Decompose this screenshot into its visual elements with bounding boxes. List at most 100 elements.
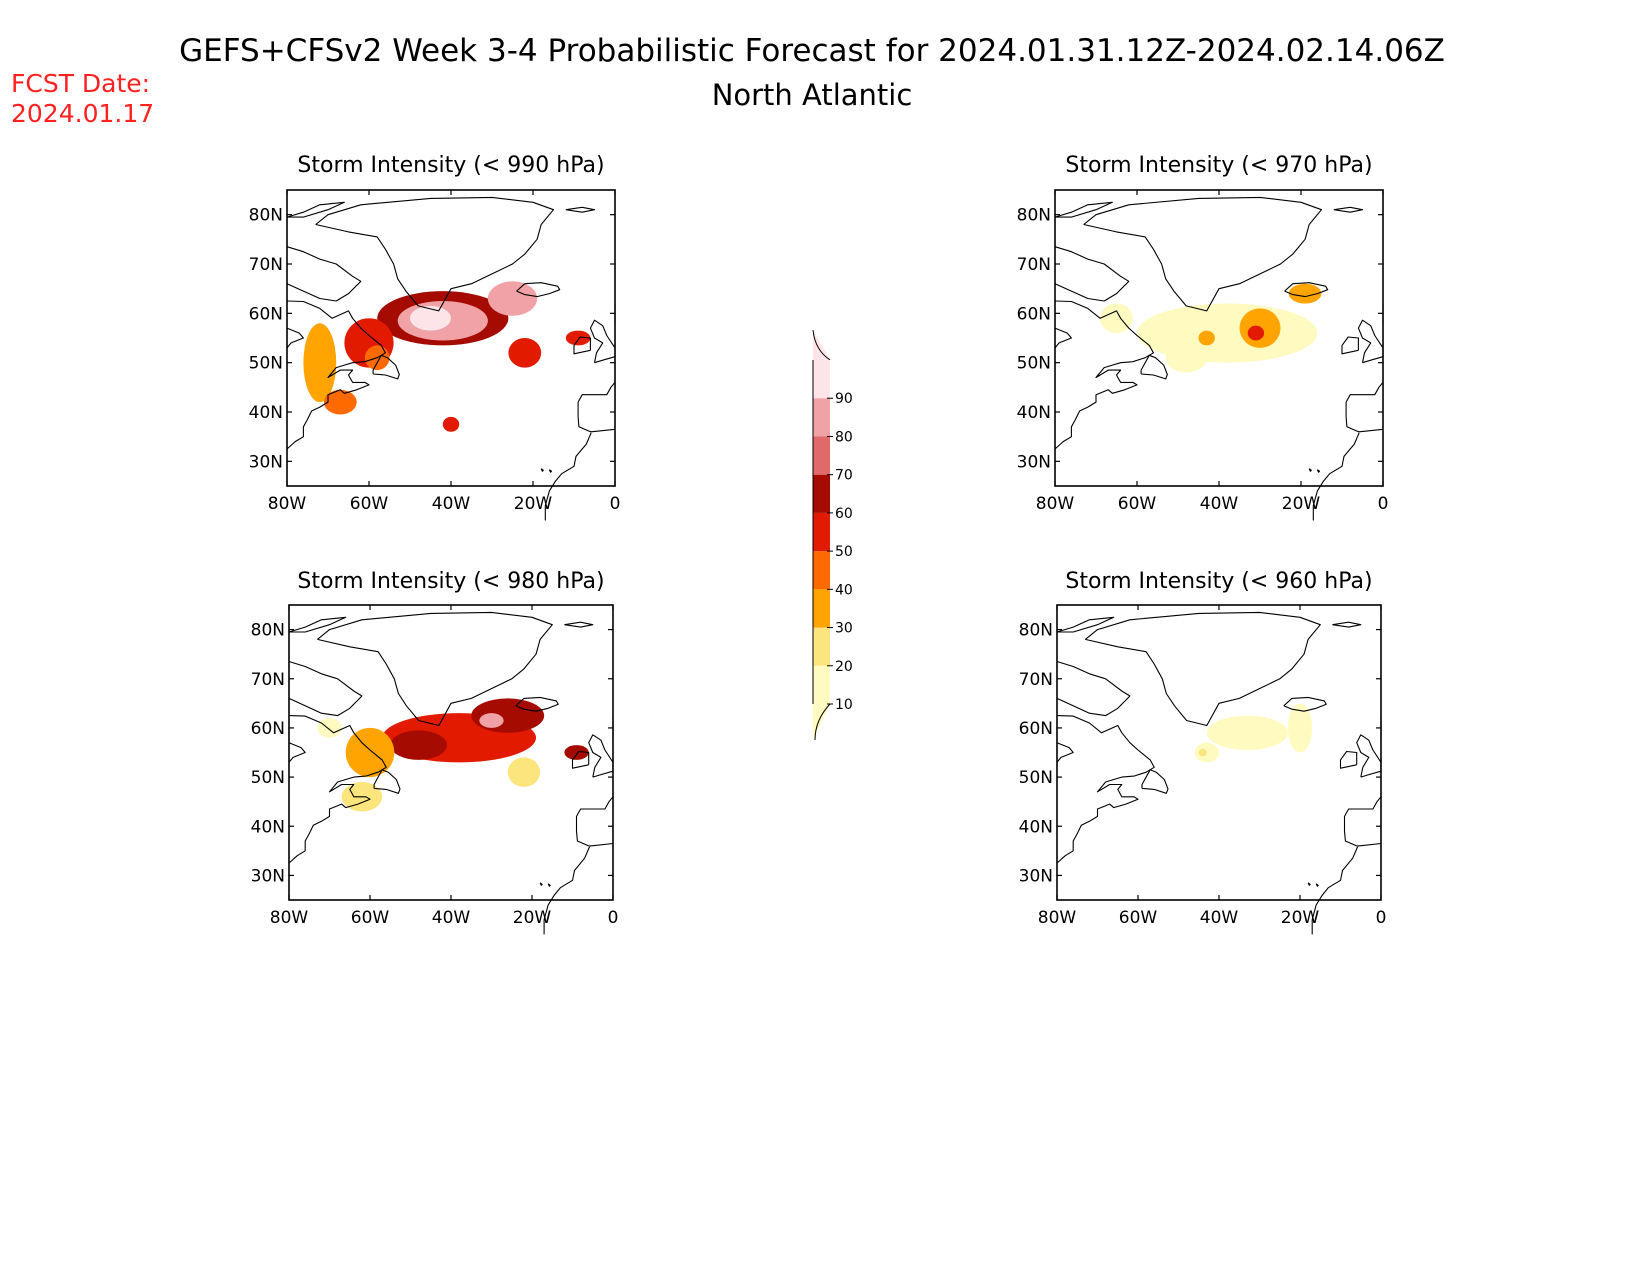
probability-region: [390, 730, 447, 760]
probability-region: [323, 389, 357, 415]
lat-tick-label: 80N: [249, 206, 283, 226]
lat-tick-label: 50N: [1017, 354, 1051, 374]
colorbar-level-label: 10: [835, 697, 853, 713]
lon-tick-label: 60W: [1118, 494, 1157, 514]
colorbar-level-label: 40: [835, 582, 853, 598]
colorbar-level-label: 80: [835, 429, 853, 445]
panel-title: Storm Intensity (< 980 hPa): [297, 569, 604, 594]
probability-region: [1198, 748, 1207, 757]
lon-tick-label: 60W: [350, 494, 389, 514]
lon-tick-label: 0: [608, 908, 619, 928]
colorbar-swatch: [813, 589, 830, 628]
probability-region: [1288, 283, 1322, 304]
colorbar-swatch: [813, 436, 830, 475]
colorbar-level-label: 50: [835, 544, 853, 560]
probability-region: [410, 305, 451, 331]
map-axes: 80N 70N 60N 50N 40N 30N 80W 60W 40W 20W 0: [1019, 605, 1387, 928]
panel-title: Storm Intensity (< 970 hPa): [1065, 153, 1372, 178]
coastline: [286, 196, 616, 521]
probability-region: [442, 416, 460, 432]
lat-tick-label: 60N: [1017, 304, 1051, 324]
probability-region: [479, 713, 504, 728]
probability-field: [1194, 703, 1313, 763]
probability-region: [303, 323, 337, 403]
lon-tick-label: 0: [610, 494, 621, 514]
panel-990hpa: Storm Intensity (< 990 hPa) 80N 70N 60N 50N…: [249, 153, 621, 521]
figure-subtitle: North Atlantic: [712, 78, 913, 112]
probability-region: [1198, 330, 1215, 346]
colorbar-swatch: [813, 551, 830, 590]
colorbar-swatch: [813, 512, 830, 552]
lat-tick-label: 50N: [251, 768, 285, 788]
lon-tick-label: 80W: [268, 494, 307, 514]
panel-970hpa: Storm Intensity (< 970 hPa) 80N 70N 60N 50N…: [1017, 153, 1389, 521]
probability-region: [1165, 342, 1207, 373]
map-axes: 80N 70N 60N 50N 40N 30N 80W 60W 40W 20W 0: [249, 190, 621, 514]
probability-region: [564, 745, 589, 760]
lat-tick-label: 50N: [249, 354, 283, 374]
lon-tick-label: 20W: [1282, 494, 1321, 514]
fcst-date-value: 2024.01.17: [11, 99, 154, 128]
colorbar-swatch: [813, 398, 830, 437]
panel-title: Storm Intensity (< 960 hPa): [1065, 569, 1372, 594]
lat-tick-label: 30N: [249, 452, 283, 472]
colorbar-level-label: 90: [835, 391, 853, 407]
panel-980hpa: Storm Intensity (< 980 hPa) 80N 70N 60N 50N…: [251, 569, 619, 935]
lat-tick-label: 30N: [1019, 866, 1053, 886]
probability-region: [1137, 303, 1318, 363]
lon-tick-label: 20W: [514, 494, 553, 514]
probability-region: [507, 757, 541, 787]
panel-960hpa: Storm Intensity (< 960 hPa) 80N 70N 60N 50N…: [1019, 569, 1387, 935]
colorbar-level-label: 70: [835, 468, 853, 484]
lon-tick-label: 20W: [513, 908, 552, 928]
lon-tick-label: 20W: [1281, 908, 1320, 928]
lat-tick-label: 70N: [1019, 670, 1053, 690]
lon-tick-label: 80W: [270, 908, 309, 928]
map-axes: 80N 70N 60N 50N 40N 30N 80W 60W 40W 20W 0: [251, 605, 619, 928]
colorbar-swatch: [813, 665, 830, 704]
lon-tick-label: 40W: [432, 494, 471, 514]
probability-region: [1206, 715, 1288, 751]
probability-region: [1100, 303, 1133, 334]
colorbar-level-label: 30: [835, 621, 853, 637]
probability-region: [1247, 325, 1265, 341]
probability-field: [1100, 283, 1322, 373]
probability-field: [317, 698, 589, 812]
probability-region: [565, 330, 591, 346]
lon-tick-label: 80W: [1036, 494, 1075, 514]
probability-field: [303, 281, 591, 432]
lon-tick-label: 0: [1378, 494, 1389, 514]
coastline: [288, 611, 614, 935]
lat-tick-label: 80N: [1019, 621, 1053, 641]
colorbar-swatch: [813, 627, 830, 666]
colorbar-swatch: [813, 474, 830, 513]
lat-tick-label: 80N: [251, 621, 285, 641]
probability-region: [487, 281, 538, 316]
colorbar-level-label: 20: [835, 659, 853, 675]
lon-tick-label: 60W: [351, 908, 390, 928]
figure-title: GEFS+CFSv2 Week 3-4 Probabilistic Foreca…: [179, 33, 1445, 69]
coastline: [1056, 611, 1382, 935]
lat-tick-label: 80N: [1017, 206, 1051, 226]
lat-tick-label: 60N: [251, 719, 285, 739]
lat-tick-label: 40N: [249, 403, 283, 423]
colorbar: 10 20 30 40 50 60 70 80 90: [812, 329, 853, 741]
map-frame: [1056, 604, 1382, 901]
lat-tick-label: 30N: [1017, 452, 1051, 472]
lat-tick-label: 40N: [1017, 403, 1051, 423]
map-axes: 80N 70N 60N 50N 40N 30N 80W 60W 40W 20W 0: [1017, 190, 1389, 514]
lat-tick-label: 70N: [251, 670, 285, 690]
lon-tick-label: 40W: [1200, 494, 1239, 514]
probability-region: [1287, 703, 1313, 753]
lat-tick-label: 40N: [1019, 817, 1053, 837]
lon-tick-label: 0: [1376, 908, 1387, 928]
panel-title: Storm Intensity (< 990 hPa): [297, 153, 604, 178]
lat-tick-label: 60N: [1019, 719, 1053, 739]
lon-tick-label: 60W: [1119, 908, 1158, 928]
colorbar-swatch: [813, 360, 830, 399]
probability-region: [508, 338, 542, 368]
probability-region: [345, 727, 395, 778]
colorbar-level-label: 60: [835, 506, 853, 522]
lon-tick-label: 40W: [1200, 908, 1239, 928]
